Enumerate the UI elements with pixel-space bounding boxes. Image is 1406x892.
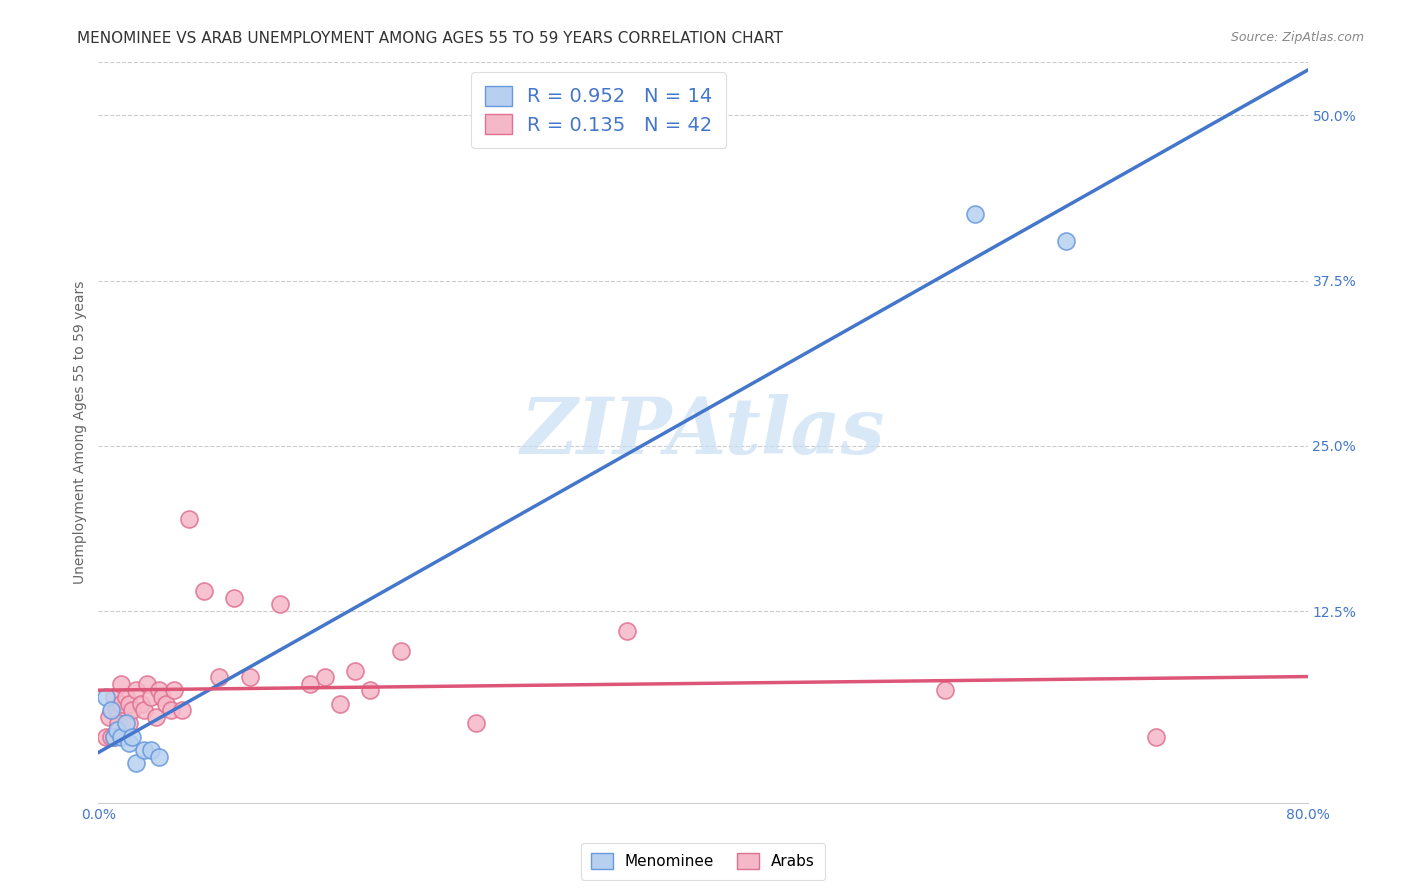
Point xyxy=(934,683,956,698)
Point xyxy=(155,697,177,711)
Point xyxy=(132,743,155,757)
Point xyxy=(160,703,183,717)
Point xyxy=(107,716,129,731)
Point xyxy=(114,690,136,704)
Legend: Menominee, Arabs: Menominee, Arabs xyxy=(581,843,825,880)
Point xyxy=(103,690,125,704)
Point xyxy=(103,730,125,744)
Point xyxy=(329,697,352,711)
Y-axis label: Unemployment Among Ages 55 to 59 years: Unemployment Among Ages 55 to 59 years xyxy=(73,281,87,584)
Point xyxy=(125,756,148,771)
Point xyxy=(141,690,163,704)
Point xyxy=(132,703,155,717)
Point xyxy=(1054,234,1077,248)
Point xyxy=(98,710,121,724)
Point xyxy=(148,683,170,698)
Point xyxy=(224,591,246,605)
Point xyxy=(299,677,322,691)
Point xyxy=(121,730,143,744)
Point xyxy=(118,716,141,731)
Text: ZIPAtlas: ZIPAtlas xyxy=(520,394,886,471)
Point xyxy=(170,703,193,717)
Text: Source: ZipAtlas.com: Source: ZipAtlas.com xyxy=(1230,31,1364,45)
Point xyxy=(94,690,117,704)
Point xyxy=(94,730,117,744)
Point xyxy=(114,716,136,731)
Point xyxy=(344,664,367,678)
Point xyxy=(125,683,148,698)
Point xyxy=(150,690,173,704)
Point xyxy=(616,624,638,638)
Point xyxy=(389,644,412,658)
Point xyxy=(193,584,215,599)
Point xyxy=(208,670,231,684)
Point xyxy=(141,743,163,757)
Point xyxy=(118,736,141,750)
Point xyxy=(360,683,382,698)
Point xyxy=(100,730,122,744)
Point xyxy=(135,677,157,691)
Point xyxy=(148,749,170,764)
Point xyxy=(121,703,143,717)
Point xyxy=(179,511,201,525)
Point xyxy=(110,730,132,744)
Point xyxy=(269,598,291,612)
Point xyxy=(239,670,262,684)
Point xyxy=(105,703,128,717)
Point xyxy=(103,730,125,744)
Point xyxy=(118,697,141,711)
Legend: R = 0.952   N = 14, R = 0.135   N = 42: R = 0.952 N = 14, R = 0.135 N = 42 xyxy=(471,72,725,148)
Point xyxy=(163,683,186,698)
Point xyxy=(314,670,336,684)
Point xyxy=(1144,730,1167,744)
Point xyxy=(110,677,132,691)
Point xyxy=(101,703,124,717)
Point xyxy=(465,716,488,731)
Point xyxy=(145,710,167,724)
Text: MENOMINEE VS ARAB UNEMPLOYMENT AMONG AGES 55 TO 59 YEARS CORRELATION CHART: MENOMINEE VS ARAB UNEMPLOYMENT AMONG AGE… xyxy=(77,31,783,46)
Point xyxy=(129,697,152,711)
Point xyxy=(100,703,122,717)
Point xyxy=(965,207,987,221)
Point xyxy=(105,723,128,737)
Point xyxy=(110,697,132,711)
